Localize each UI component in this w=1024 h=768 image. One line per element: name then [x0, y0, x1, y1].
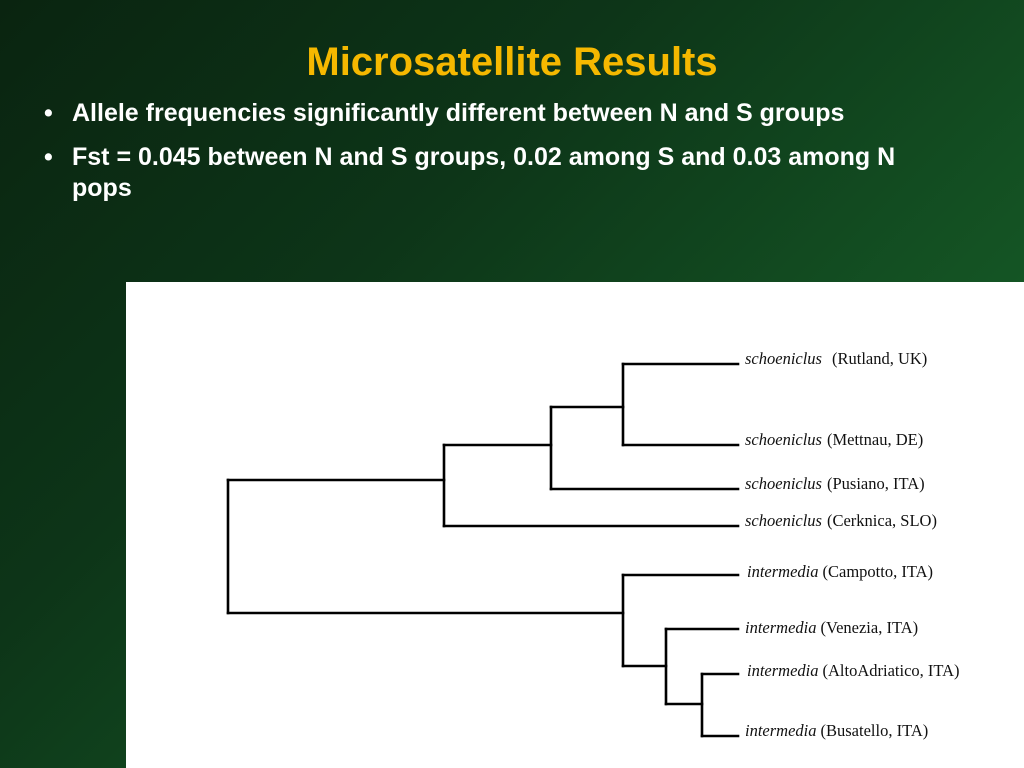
leaf-taxon: intermedia [747, 661, 819, 680]
leaf-taxon: intermedia [745, 618, 817, 637]
slide-title: Microsatellite Results [306, 40, 718, 84]
leaf-locality: (Rutland, UK) [832, 349, 927, 368]
bullet-item: • Fst = 0.045 between N and S groups, 0.… [44, 142, 944, 204]
leaf-label: intermedia (Campotto, ITA) [747, 562, 933, 581]
bullet-item: • Allele frequencies significantly diffe… [44, 98, 944, 129]
leaf-taxon: schoeniclus [745, 349, 822, 368]
leaf-locality: (Campotto, ITA) [823, 562, 934, 581]
leaf-locality: (Pusiano, ITA) [827, 474, 925, 493]
bullet-text: Fst = 0.045 between N and S groups, 0.02… [72, 143, 896, 202]
leaf-label: schoeniclus (Rutland, UK) [745, 349, 927, 368]
leaf-label: schoeniclus (Mettnau, DE) [745, 430, 923, 449]
bullet-list: • Allele frequencies significantly diffe… [44, 98, 944, 217]
bullet-dot-icon: • [44, 99, 53, 127]
bullet-dot-icon: • [44, 143, 53, 171]
dendrogram-branches [226, 362, 740, 738]
dendrogram: schoeniclus (Rutland, UK) schoeniclus (Met… [226, 349, 960, 740]
leaf-locality: (Venezia, ITA) [821, 618, 919, 637]
leaf-label: intermedia (Venezia, ITA) [745, 618, 918, 637]
leaf-label: intermedia (Busatello, ITA) [745, 721, 928, 740]
dendrogram-labels: schoeniclus (Rutland, UK) schoeniclus (Met… [745, 349, 960, 740]
leaf-label: schoeniclus (Cerknica, SLO) [745, 511, 937, 530]
leaf-locality: (AltoAdriatico, ITA) [823, 661, 960, 680]
bullet-text: Allele frequencies significantly differe… [72, 99, 845, 127]
leaf-taxon: intermedia [747, 562, 819, 581]
leaf-label: intermedia (AltoAdriatico, ITA) [747, 661, 960, 680]
leaf-taxon: intermedia [745, 721, 817, 740]
leaf-label: schoeniclus (Pusiano, ITA) [745, 474, 925, 493]
leaf-locality: (Busatello, ITA) [821, 721, 929, 740]
leaf-taxon: schoeniclus [745, 430, 822, 449]
leaf-locality: (Cerknica, SLO) [827, 511, 937, 530]
leaf-locality: (Mettnau, DE) [827, 430, 923, 449]
leaf-taxon: schoeniclus [745, 474, 822, 493]
dendrogram-panel: schoeniclus (Rutland, UK) schoeniclus (Met… [126, 282, 1024, 768]
leaf-taxon: schoeniclus [745, 511, 822, 530]
